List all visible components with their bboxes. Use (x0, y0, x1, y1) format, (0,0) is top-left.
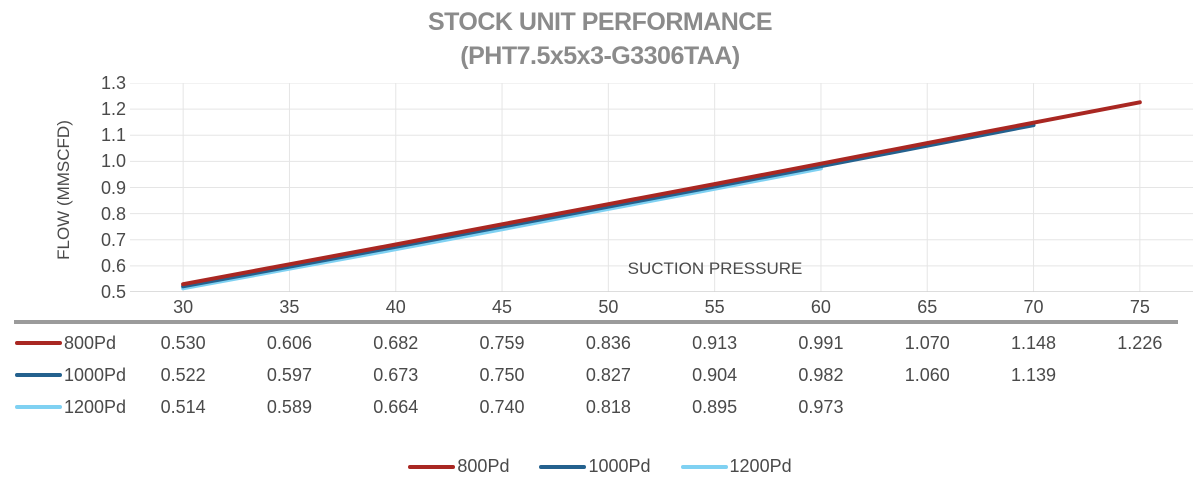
table-cell: 1.226 (1117, 332, 1163, 353)
table-cell: 0.589 (266, 396, 312, 417)
x-axis-title: SUCTION PRESSURE (627, 259, 803, 278)
table-cell: 0.913 (692, 332, 738, 353)
legend-item: 1000Pd (539, 456, 651, 477)
table-cell: 0.740 (479, 396, 525, 417)
y-tick-label: 0.7 (100, 229, 126, 250)
table-cell: 1.070 (904, 332, 950, 353)
table-row: 1000Pd 0.522 0.597 0.673 0.750 0.827 0.904 0.9… (0, 359, 1193, 391)
series-label: 800Pd (64, 332, 117, 353)
legend-swatch (408, 464, 456, 469)
legend-label: 800Pd (457, 456, 510, 476)
x-tick-label: 70 (1023, 297, 1044, 317)
table-row: 800Pd 0.530 0.606 0.682 0.759 0.836 0.913 0.99… (0, 327, 1193, 359)
legend-item: 800Pd (408, 456, 509, 477)
table-cell: 0.836 (585, 332, 631, 353)
table-cell: 0.530 (160, 332, 206, 353)
series-label: 1000Pd (64, 364, 127, 385)
x-tick-label: 35 (279, 297, 300, 317)
x-tick-label: 40 (385, 297, 406, 317)
series-swatch (15, 373, 62, 377)
table-divider (14, 320, 1178, 324)
chart-title-line2: (PHT7.5x5x3-G3306TAA) (460, 42, 740, 70)
legend: 800Pd 1000Pd 1200Pd (0, 456, 1200, 477)
table-cell: 0.991 (798, 332, 844, 353)
x-tick-label: 55 (704, 297, 725, 317)
x-tick-label: 65 (917, 297, 938, 317)
y-tick-label: 1.1 (100, 125, 126, 146)
table-row-head: 1000Pd (0, 365, 130, 386)
series-swatch (15, 405, 62, 409)
y-tick-label: 1.3 (100, 73, 126, 93)
series-swatch (15, 341, 62, 345)
y-tick-label: 1.2 (100, 99, 126, 120)
legend-item: 1200Pd (680, 456, 792, 477)
table-cell: 1.060 (904, 364, 950, 385)
table-row: 1200Pd 0.514 0.589 0.664 0.740 0.818 0.895 0.9… (0, 391, 1193, 423)
x-tick-label: 50 (598, 297, 619, 317)
series-line-1000Pd (181, 123, 1036, 289)
table-cell: 0.759 (479, 332, 525, 353)
y-tick-label: 0.9 (100, 177, 126, 198)
series-line-800Pd (181, 100, 1142, 287)
y-tick-label: 1.0 (100, 151, 126, 172)
x-tick-label: 60 (810, 297, 831, 317)
table-cell: 0.973 (798, 396, 844, 417)
legend-label: 1200Pd (729, 456, 792, 476)
legend-label: 1000Pd (588, 456, 651, 476)
table-cell: 0.514 (160, 396, 206, 417)
table-cell: 0.827 (585, 364, 631, 385)
table-cell: 0.673 (373, 364, 419, 385)
x-axis-ticks: 30 35 40 45 50 55 60 65 70 75 (130, 297, 1193, 318)
y-tick-label: 0.5 (100, 282, 126, 302)
table-cell: 1.148 (1011, 332, 1057, 353)
table-cell: 0.895 (692, 396, 738, 417)
table-row-head: 1200Pd (0, 397, 130, 418)
table-cell: 0.818 (585, 396, 631, 417)
chart-title: STOCK UNIT PERFORMANCE (PHT7.5x5x3-G3306… (0, 5, 1200, 73)
series-label: 1200Pd (64, 396, 127, 417)
table-row-head: 800Pd (0, 333, 130, 354)
data-table: 800Pd 0.530 0.606 0.682 0.759 0.836 0.913 0.99… (0, 327, 1193, 423)
chart-title-line1: STOCK UNIT PERFORMANCE (427, 8, 773, 36)
x-tick-label: 45 (492, 297, 513, 317)
plot-area: SUCTION PRESSURE (130, 83, 1193, 292)
x-tick-label: 75 (1129, 297, 1150, 317)
table-cell: 0.982 (798, 364, 844, 385)
table-cell: 0.904 (692, 364, 738, 385)
y-tick-label: 0.8 (100, 203, 126, 224)
table-cell: 0.522 (160, 364, 206, 385)
y-axis-title: FLOW (MMSCFD) (54, 120, 73, 260)
legend-swatch (680, 464, 728, 469)
y-tick-label: 0.6 (100, 255, 126, 276)
table-cell: 0.664 (373, 396, 419, 417)
table-cell: 0.750 (479, 364, 525, 385)
table-cell: 0.597 (266, 364, 312, 385)
plot-svg (130, 83, 1193, 292)
x-tick-label: 30 (173, 297, 194, 317)
table-cell: 0.606 (266, 332, 312, 353)
legend-swatch (539, 464, 587, 469)
table-cell: 1.139 (1011, 364, 1057, 385)
table-cell: 0.682 (373, 332, 419, 353)
